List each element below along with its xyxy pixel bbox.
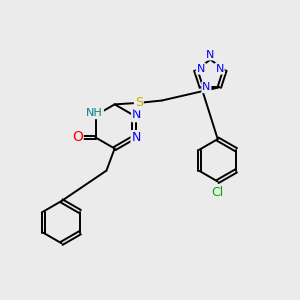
Text: Cl: Cl <box>212 186 224 199</box>
Text: N: N <box>215 64 224 74</box>
Text: N: N <box>202 82 211 92</box>
Text: N: N <box>131 131 141 144</box>
Text: N: N <box>206 50 214 60</box>
Text: O: O <box>72 130 83 145</box>
Text: S: S <box>135 96 143 110</box>
Text: NH: NH <box>86 108 103 118</box>
Text: N: N <box>196 64 205 74</box>
Text: N: N <box>132 108 141 121</box>
